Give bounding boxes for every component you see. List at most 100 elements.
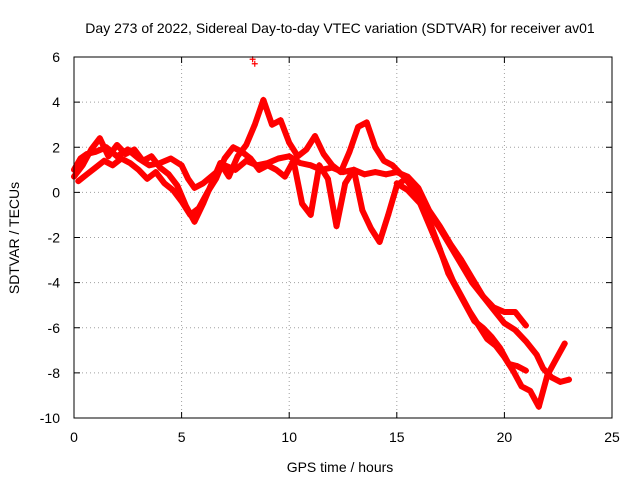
y-tick-label: -10 [40, 410, 60, 426]
data-point [557, 378, 564, 385]
data-point [512, 308, 519, 315]
data-point [428, 223, 435, 230]
data-point [510, 367, 517, 374]
y-tick-label: -8 [48, 365, 61, 381]
data-point [157, 164, 164, 171]
y-tick-label: -2 [48, 230, 61, 246]
data-point [436, 245, 443, 252]
data-point [518, 383, 525, 390]
data-point [561, 340, 568, 347]
data-point [167, 155, 174, 162]
axis-ticks: 0 5 10 15 20 25 -10 -8 -6 -4 -2 0 2 4 6 [40, 49, 620, 445]
data-point [462, 302, 469, 309]
data-point [367, 225, 374, 232]
x-tick-label: 25 [604, 429, 620, 445]
data-point [243, 141, 250, 148]
data-point [514, 363, 521, 370]
data-point [471, 317, 478, 324]
data-point [389, 162, 396, 169]
data-point [385, 211, 392, 218]
data-point [230, 144, 237, 151]
data-point [260, 96, 267, 103]
data-point [553, 356, 560, 363]
data-point [329, 162, 336, 169]
data-point [264, 162, 271, 169]
data-point [275, 155, 282, 162]
data-point [75, 178, 82, 185]
data-point [225, 173, 232, 180]
data-point [380, 157, 387, 164]
data-point [281, 173, 288, 180]
data-point [118, 155, 125, 162]
data-point [200, 180, 207, 187]
series-trace [393, 180, 529, 329]
data-point [355, 123, 362, 130]
grid [74, 57, 612, 418]
data-point [436, 225, 443, 232]
data-point [191, 218, 198, 225]
data-point [251, 60, 258, 67]
data-point [376, 239, 383, 246]
data-point [268, 121, 275, 128]
data-point [286, 139, 293, 146]
data-point [114, 141, 121, 148]
data-point [277, 117, 284, 124]
data-point [92, 164, 99, 171]
data-point [544, 372, 551, 379]
data-point [238, 148, 245, 155]
y-axis-title: SDTVAR / TECUs [6, 182, 22, 294]
x-tick-label: 15 [389, 429, 405, 445]
chart-title: Day 273 of 2022, Sidereal Day-to-day VTE… [85, 20, 595, 36]
data-point [77, 155, 84, 162]
data-point [187, 211, 194, 218]
data-point [404, 187, 411, 194]
data-point [178, 162, 185, 169]
data-point [131, 146, 138, 153]
x-tick-label: 10 [281, 429, 297, 445]
data-point [307, 162, 314, 169]
data-point [522, 338, 529, 345]
data-point [501, 308, 508, 315]
series-track-b [71, 96, 568, 410]
data-point [398, 171, 405, 178]
y-tick-label: 2 [52, 139, 60, 155]
data-point [490, 304, 497, 311]
data-point [290, 157, 297, 164]
data-point [372, 169, 379, 176]
data-point [174, 182, 181, 189]
data-point [161, 180, 168, 187]
data-point [361, 171, 368, 178]
data-point [501, 320, 508, 327]
series-trace [71, 96, 568, 410]
data-point [109, 162, 116, 169]
data-point [505, 360, 512, 367]
data-point [296, 160, 303, 167]
data-point [139, 157, 146, 164]
series-track-d [393, 180, 529, 329]
data-point [247, 155, 254, 162]
y-tick-label: -6 [48, 320, 61, 336]
data-point [144, 175, 151, 182]
data-point [535, 403, 542, 410]
outlier-points [249, 56, 258, 67]
data-point [122, 151, 129, 158]
data-point [83, 171, 90, 178]
data-point [383, 171, 390, 178]
data-point [324, 175, 331, 182]
data-point [178, 198, 185, 205]
data-point [88, 146, 95, 153]
data-point [303, 146, 310, 153]
data-point [426, 209, 433, 216]
data-point [286, 153, 293, 160]
data-point [522, 367, 529, 374]
y-tick-label: 4 [52, 94, 60, 110]
data-point [484, 336, 491, 343]
data-point [135, 166, 142, 173]
data-point [126, 160, 133, 167]
data-point [350, 166, 357, 173]
data-point [256, 166, 263, 173]
x-axis-title: GPS time / hours [287, 459, 394, 475]
data-point [148, 153, 155, 160]
plot-area [71, 56, 572, 410]
